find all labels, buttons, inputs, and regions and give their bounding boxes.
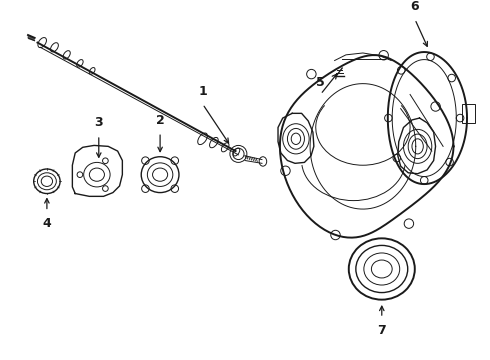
Text: 6: 6 [411,0,419,13]
Text: 4: 4 [43,217,51,230]
Text: 2: 2 [156,113,165,127]
Text: 3: 3 [95,116,103,129]
Text: 5: 5 [316,76,325,89]
Text: 1: 1 [198,85,207,98]
Text: 7: 7 [377,324,386,337]
